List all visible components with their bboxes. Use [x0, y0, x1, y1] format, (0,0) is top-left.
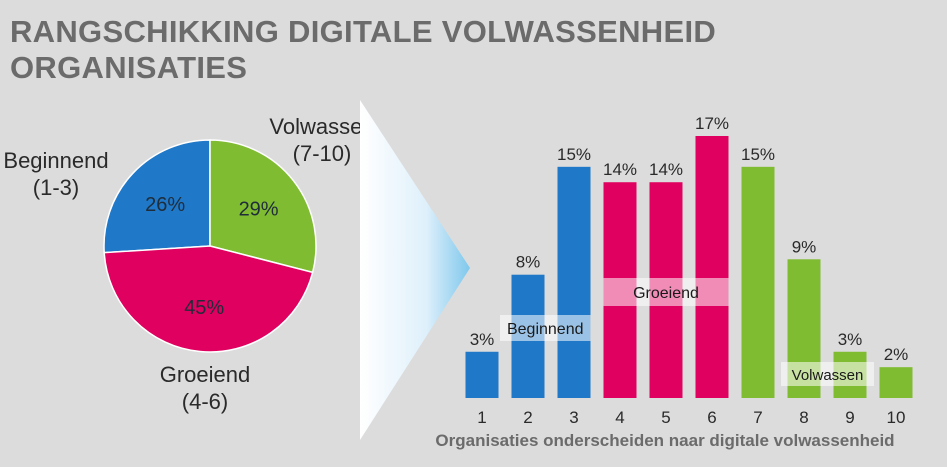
group-band-volwassen	[781, 362, 874, 386]
pie-value-label-beginnend: 26%	[145, 194, 185, 216]
bar-chart: 3% 1 8% 2 15% 3 14% 4 14% 5 17% 6 15% 7 9% 8 3% 9 2% 10 Begi…	[465, 114, 913, 427]
group-band-beginnend	[500, 315, 591, 341]
bar-value-label: 17%	[695, 114, 729, 133]
bar-value-label: 14%	[603, 160, 637, 179]
bar-value-label: 15%	[557, 145, 591, 164]
x-tick-label: 7	[753, 408, 762, 427]
group-label-groeiend: Groeiend	[633, 285, 699, 302]
group-label-volwassen: Volwassen	[792, 367, 864, 384]
bar-x-axis-label: Organisaties onderscheiden naar digitale…	[435, 431, 895, 450]
bar-value-label: 14%	[649, 160, 683, 179]
group-band-groeiend	[603, 278, 729, 306]
pie-category-range-volwassen: (7-10)	[293, 141, 352, 166]
pie-slice-volwassen	[209, 139, 317, 274]
bar-3	[557, 166, 591, 398]
bar-value-label: 3%	[470, 330, 495, 349]
pie-category-label-volwassen: Volwassen	[269, 114, 374, 139]
x-tick-label: 2	[523, 408, 532, 427]
group-label-beginnend: Beginnend	[507, 321, 584, 338]
x-tick-label: 5	[661, 408, 670, 427]
bar-1	[465, 351, 499, 398]
pie-value-label-volwassen: 29%	[239, 198, 279, 220]
x-tick-label: 6	[707, 408, 716, 427]
pie-category-label-groeiend: Groeiend	[160, 362, 251, 387]
x-tick-label: 8	[799, 408, 808, 427]
pie-slice-beginnend	[103, 139, 211, 254]
arrow-shape	[360, 100, 470, 440]
bar-value-label: 2%	[884, 345, 909, 364]
pie-value-label-groeiend: 45%	[184, 297, 224, 319]
x-tick-label: 1	[477, 408, 486, 427]
bar-10	[879, 367, 913, 398]
pie-category-label-beginnend: Beginnend	[3, 148, 108, 173]
chart-title: RANGSCHIKKING DIGITALE VOLWASSENHEID ORG…	[10, 14, 717, 85]
x-tick-label: 9	[845, 408, 854, 427]
bar-value-label: 9%	[792, 237, 817, 256]
x-tick-label: 3	[569, 408, 578, 427]
x-tick-label: 10	[887, 408, 906, 427]
pie-slice-groeiend	[103, 245, 314, 353]
bar-value-label: 8%	[516, 253, 541, 272]
x-tick-label: 4	[615, 408, 624, 427]
bar-value-label: 15%	[741, 145, 775, 164]
pie-category-range-groeiend: (4-6)	[182, 389, 228, 414]
pie-chart: 26% Beginnend(1-3) 29% Volwassen(7-10) 45% Gr…	[3, 114, 374, 414]
bar-7	[741, 166, 775, 398]
bar-value-label: 3%	[838, 330, 863, 349]
bar-6	[695, 136, 729, 398]
pie-category-range-beginnend: (1-3)	[33, 175, 79, 200]
